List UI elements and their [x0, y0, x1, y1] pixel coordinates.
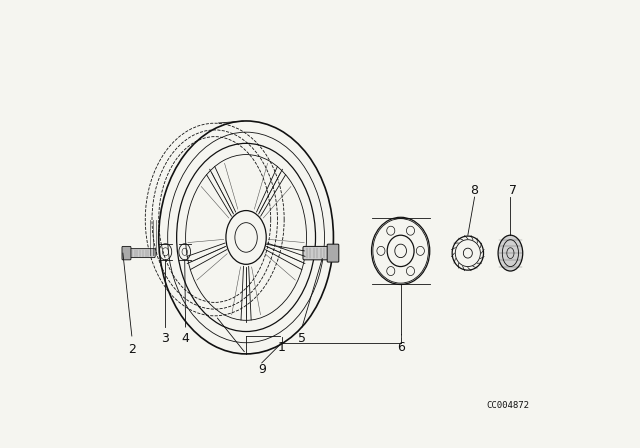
FancyBboxPatch shape	[122, 246, 131, 260]
Text: 1: 1	[278, 340, 286, 354]
Text: 9: 9	[258, 363, 266, 376]
FancyBboxPatch shape	[129, 249, 155, 258]
FancyBboxPatch shape	[303, 246, 330, 260]
Text: 5: 5	[298, 332, 306, 345]
Text: 8: 8	[470, 184, 479, 197]
Text: 2: 2	[128, 343, 136, 356]
Text: 7: 7	[509, 184, 516, 197]
Ellipse shape	[498, 235, 523, 271]
Text: 3: 3	[161, 332, 170, 345]
Text: CC004872: CC004872	[486, 401, 530, 410]
Text: 6: 6	[397, 340, 404, 354]
Text: 4: 4	[182, 332, 189, 345]
FancyBboxPatch shape	[327, 244, 339, 262]
